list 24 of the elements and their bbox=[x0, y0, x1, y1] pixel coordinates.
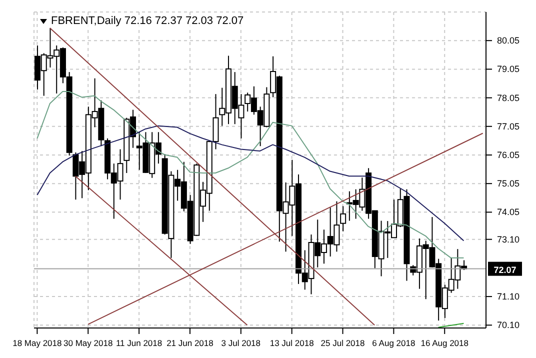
ref-line-label: 72.07 bbox=[494, 264, 516, 275]
y-tick-label: 71.10 bbox=[497, 292, 520, 302]
x-tick-label: 13 Jul 2018 bbox=[270, 338, 314, 348]
x-tick-label: 18 May 2018 bbox=[12, 338, 62, 348]
candlestick bbox=[340, 206, 346, 232]
y-tick-label: 77.05 bbox=[497, 121, 520, 132]
x-tick-label: 25 Jul 2018 bbox=[320, 338, 366, 348]
x-tick-label: 6 Aug 2018 bbox=[372, 338, 416, 348]
x-tick-label: 11 Jun 2018 bbox=[116, 338, 162, 348]
y-tick-label: 74.05 bbox=[497, 207, 520, 218]
y-tick-label: 80.05 bbox=[497, 36, 520, 46]
x-tick-label: 3 Jul 2018 bbox=[221, 338, 261, 348]
chart-title: FBRENT,Daily 72.16 72.37 72.03 72.07 bbox=[51, 15, 244, 27]
x-tick-label: 21 Jun 2018 bbox=[166, 338, 214, 348]
y-tick-label: 75.05 bbox=[497, 178, 520, 189]
y-tick-label: 73.10 bbox=[497, 234, 520, 244]
x-tick-label: 16 Aug 2018 bbox=[420, 338, 469, 348]
line-series bbox=[36, 91, 464, 258]
y-tick-label: 76.05 bbox=[497, 150, 520, 160]
y-tick-label: 78.05 bbox=[497, 92, 520, 103]
y-tick-label: 79.05 bbox=[497, 64, 520, 74]
candlestick bbox=[212, 94, 219, 150]
y-tick-label: 70.10 bbox=[497, 320, 520, 330]
x-tick-label: 30 May 2018 bbox=[64, 338, 113, 348]
